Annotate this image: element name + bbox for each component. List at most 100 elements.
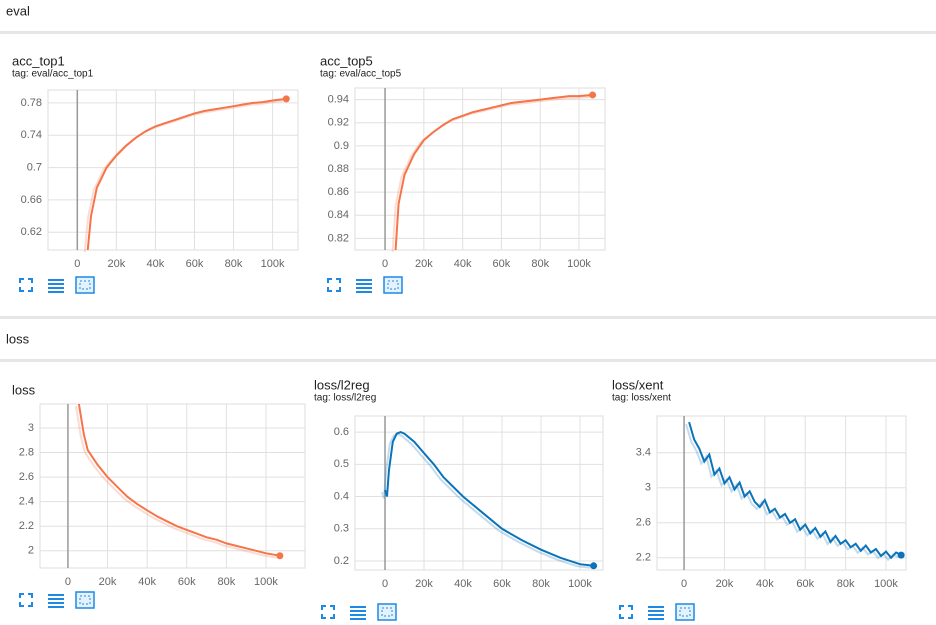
expand-button[interactable] <box>19 593 33 607</box>
divider <box>0 359 936 362</box>
x-tick-label: 0 <box>681 578 687 590</box>
data-line <box>86 97 287 250</box>
icon-bar <box>356 287 372 289</box>
icon-bar <box>48 287 64 289</box>
y-tick-label: 0.5 <box>334 458 349 470</box>
icon-inner <box>381 607 393 617</box>
y-tick-label: 0.94 <box>328 93 349 105</box>
x-tick-label: 40k <box>756 578 774 590</box>
icon-bar <box>648 610 664 612</box>
y-tick-label: 0.6 <box>334 426 349 438</box>
section-title: loss <box>6 331 30 346</box>
toggle-log-button[interactable] <box>648 606 664 620</box>
y-tick-label: 0.82 <box>328 232 349 244</box>
expand-button[interactable] <box>327 278 341 292</box>
data-line <box>77 404 280 557</box>
icon-bar <box>48 291 64 293</box>
chart-tag: tag: eval/acc_top1 <box>12 69 94 80</box>
x-tick-label: 100k <box>261 258 285 270</box>
icon-bar <box>356 283 372 285</box>
data-line <box>384 431 594 567</box>
chart-title: acc_top5 <box>320 53 373 68</box>
fit-domain-button[interactable] <box>75 276 95 294</box>
y-tick-label: 0.2 <box>334 555 349 567</box>
section-title: eval <box>6 3 30 18</box>
x-tick-label: 40k <box>454 578 472 590</box>
toggle-log-button[interactable] <box>350 606 366 620</box>
icon-bar <box>356 279 372 281</box>
last-point <box>589 91 597 99</box>
y-tick-label: 2.4 <box>19 496 34 508</box>
expand-button[interactable] <box>321 605 335 619</box>
x-tick-label: 80k <box>225 258 243 270</box>
plot-area <box>39 403 306 569</box>
plot-area <box>656 415 907 571</box>
x-tick-label: 60k <box>493 258 511 270</box>
fit-domain-button[interactable] <box>75 591 95 609</box>
divider <box>0 31 936 34</box>
data-line <box>688 421 902 560</box>
icon-inner <box>79 595 91 605</box>
x-tick-label: 20k <box>99 576 117 588</box>
toggle-log-button[interactable] <box>48 594 64 608</box>
x-tick-label: 0 <box>65 576 71 588</box>
data-line <box>74 406 277 559</box>
y-tick-label: 0.78 <box>21 97 42 109</box>
icon-bar <box>48 283 64 285</box>
y-tick-label: 0.88 <box>328 163 349 175</box>
x-tick-label: 60k <box>493 578 511 590</box>
y-tick-label: 0.92 <box>328 117 349 129</box>
last-point <box>897 551 905 559</box>
y-tick-label: 2.6 <box>636 517 651 529</box>
expand-button[interactable] <box>19 278 33 292</box>
y-tick-label: 0.66 <box>21 194 42 206</box>
x-tick-label: 20k <box>716 578 734 590</box>
x-tick-label: 40k <box>454 258 472 270</box>
chart-title: acc_top1 <box>12 53 65 68</box>
toggle-log-button[interactable] <box>356 279 372 293</box>
data-line <box>391 95 590 252</box>
x-tick-label: 100k <box>254 576 278 588</box>
x-tick-label: 80k <box>217 576 235 588</box>
y-tick-label: 3 <box>28 422 34 434</box>
fit-domain-button[interactable] <box>383 276 403 294</box>
plot-area <box>47 89 299 251</box>
y-tick-label: 3 <box>645 482 651 494</box>
plot-area <box>354 415 604 571</box>
icon-bar <box>648 618 664 620</box>
icon-bar <box>48 598 64 600</box>
icon-inner <box>387 280 399 290</box>
chart-title: loss/xent <box>612 377 664 392</box>
fit-domain-button[interactable] <box>377 603 397 621</box>
y-tick-label: 0.74 <box>21 129 42 141</box>
divider <box>0 316 936 319</box>
icon-bar <box>356 291 372 293</box>
x-tick-label: 100k <box>567 258 591 270</box>
expand-button[interactable] <box>619 605 633 619</box>
y-tick-label: 0.9 <box>334 140 349 152</box>
fit-domain-button[interactable] <box>675 603 695 621</box>
x-tick-label: 80k <box>532 578 550 590</box>
last-point <box>276 552 284 560</box>
icon-bar <box>350 606 366 608</box>
chart-tag: tag: loss/xent <box>612 393 671 404</box>
last-point <box>282 95 290 103</box>
icon-bar <box>48 606 64 608</box>
y-tick-label: 0.3 <box>334 523 349 535</box>
y-tick-label: 3.4 <box>636 447 651 459</box>
data-line <box>394 93 593 250</box>
toggle-log-button[interactable] <box>48 279 64 293</box>
icon-bar <box>48 594 64 596</box>
x-tick-label: 0 <box>74 258 80 270</box>
icon-bar <box>648 606 664 608</box>
x-tick-label: 40k <box>138 576 156 588</box>
x-tick-label: 100k <box>874 578 898 590</box>
y-tick-label: 2.2 <box>19 520 34 532</box>
x-tick-label: 20k <box>415 578 433 590</box>
chart-title: loss <box>12 382 36 397</box>
chart-tag: tag: loss/l2reg <box>314 393 376 404</box>
y-tick-label: 2.6 <box>19 471 34 483</box>
icon-bar <box>48 602 64 604</box>
